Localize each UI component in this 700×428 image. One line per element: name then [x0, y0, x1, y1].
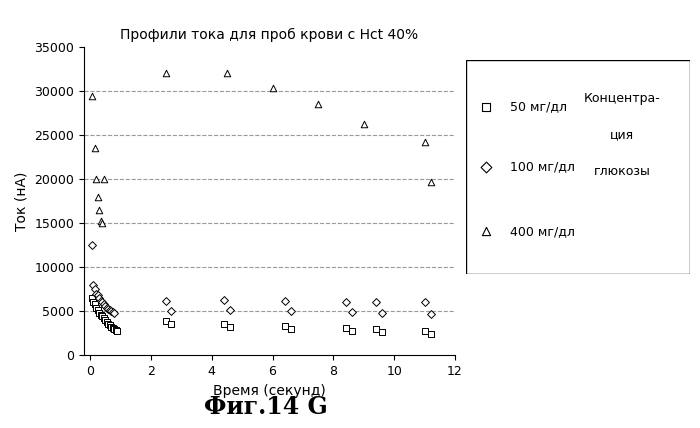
Point	[111, 326, 122, 333]
Point	[92, 193, 104, 200]
Point	[340, 298, 351, 305]
Point	[313, 101, 324, 108]
Point	[95, 218, 106, 225]
Title: Профили тока для проб крови с Hct 40%: Профили тока для проб крови с Hct 40%	[120, 28, 419, 42]
Point	[108, 309, 120, 316]
Point	[102, 304, 113, 311]
Point	[88, 298, 99, 305]
Point	[89, 301, 100, 308]
Point	[419, 327, 430, 334]
Point	[218, 296, 230, 303]
Point	[92, 292, 104, 299]
Text: ция: ция	[610, 128, 634, 141]
Point	[358, 120, 370, 127]
Point	[225, 324, 236, 330]
Point	[99, 303, 111, 309]
Point	[94, 309, 105, 316]
Point	[89, 286, 100, 293]
Point	[160, 70, 172, 77]
Point	[480, 104, 491, 110]
Point	[89, 145, 100, 152]
Point	[285, 308, 296, 315]
Point	[107, 309, 118, 315]
Text: 50 мг/дл: 50 мг/дл	[510, 101, 567, 113]
Point	[267, 85, 278, 92]
Point	[92, 307, 104, 314]
Point	[103, 306, 114, 313]
Text: Концентра-: Концентра-	[584, 92, 661, 105]
Point	[377, 329, 388, 336]
Point	[98, 176, 109, 183]
Text: глюкозы: глюкозы	[594, 165, 651, 178]
Text: 400 мг/дл: 400 мг/дл	[510, 225, 575, 238]
Point	[97, 299, 108, 306]
X-axis label: Время (секунд): Время (секунд)	[213, 383, 326, 398]
Point	[102, 318, 113, 325]
Point	[86, 92, 97, 99]
Y-axis label: Ток (нА): Ток (нА)	[15, 172, 29, 231]
Point	[94, 294, 105, 301]
Point	[104, 322, 116, 329]
Point	[106, 308, 117, 315]
Point	[90, 176, 101, 183]
Point	[112, 327, 123, 334]
Point	[285, 325, 296, 332]
Point	[346, 309, 357, 315]
Point	[104, 307, 116, 314]
Point	[370, 299, 382, 306]
Point	[97, 313, 108, 320]
Point	[425, 331, 436, 338]
Point	[90, 304, 101, 311]
Point	[165, 308, 176, 315]
Point	[88, 281, 99, 288]
Point	[346, 328, 357, 335]
Point	[108, 325, 120, 332]
Point	[221, 70, 232, 77]
Point	[86, 294, 97, 301]
Point	[95, 311, 106, 318]
Point	[95, 297, 106, 304]
Point	[98, 301, 109, 308]
Point	[103, 320, 114, 327]
Point	[480, 228, 491, 235]
Point	[340, 324, 351, 331]
Point	[419, 298, 430, 305]
Point	[160, 297, 172, 304]
Point	[419, 139, 430, 146]
Point	[160, 318, 172, 324]
Point	[279, 297, 290, 304]
Point	[377, 309, 388, 316]
Point	[165, 321, 176, 328]
Point	[425, 178, 436, 185]
Point	[86, 242, 97, 249]
Point	[94, 207, 105, 214]
Point	[98, 315, 109, 322]
Point	[480, 163, 491, 170]
Text: 100 мг/дл: 100 мг/дл	[510, 160, 575, 173]
Text: Фиг.14 G: Фиг.14 G	[204, 395, 328, 419]
Point	[370, 325, 382, 332]
Point	[107, 324, 118, 331]
FancyBboxPatch shape	[466, 60, 690, 274]
Point	[99, 317, 111, 324]
Point	[425, 310, 436, 317]
Point	[225, 307, 236, 314]
Point	[97, 220, 108, 226]
Point	[90, 290, 101, 297]
Point	[279, 323, 290, 330]
Point	[106, 324, 117, 330]
Point	[218, 321, 230, 328]
